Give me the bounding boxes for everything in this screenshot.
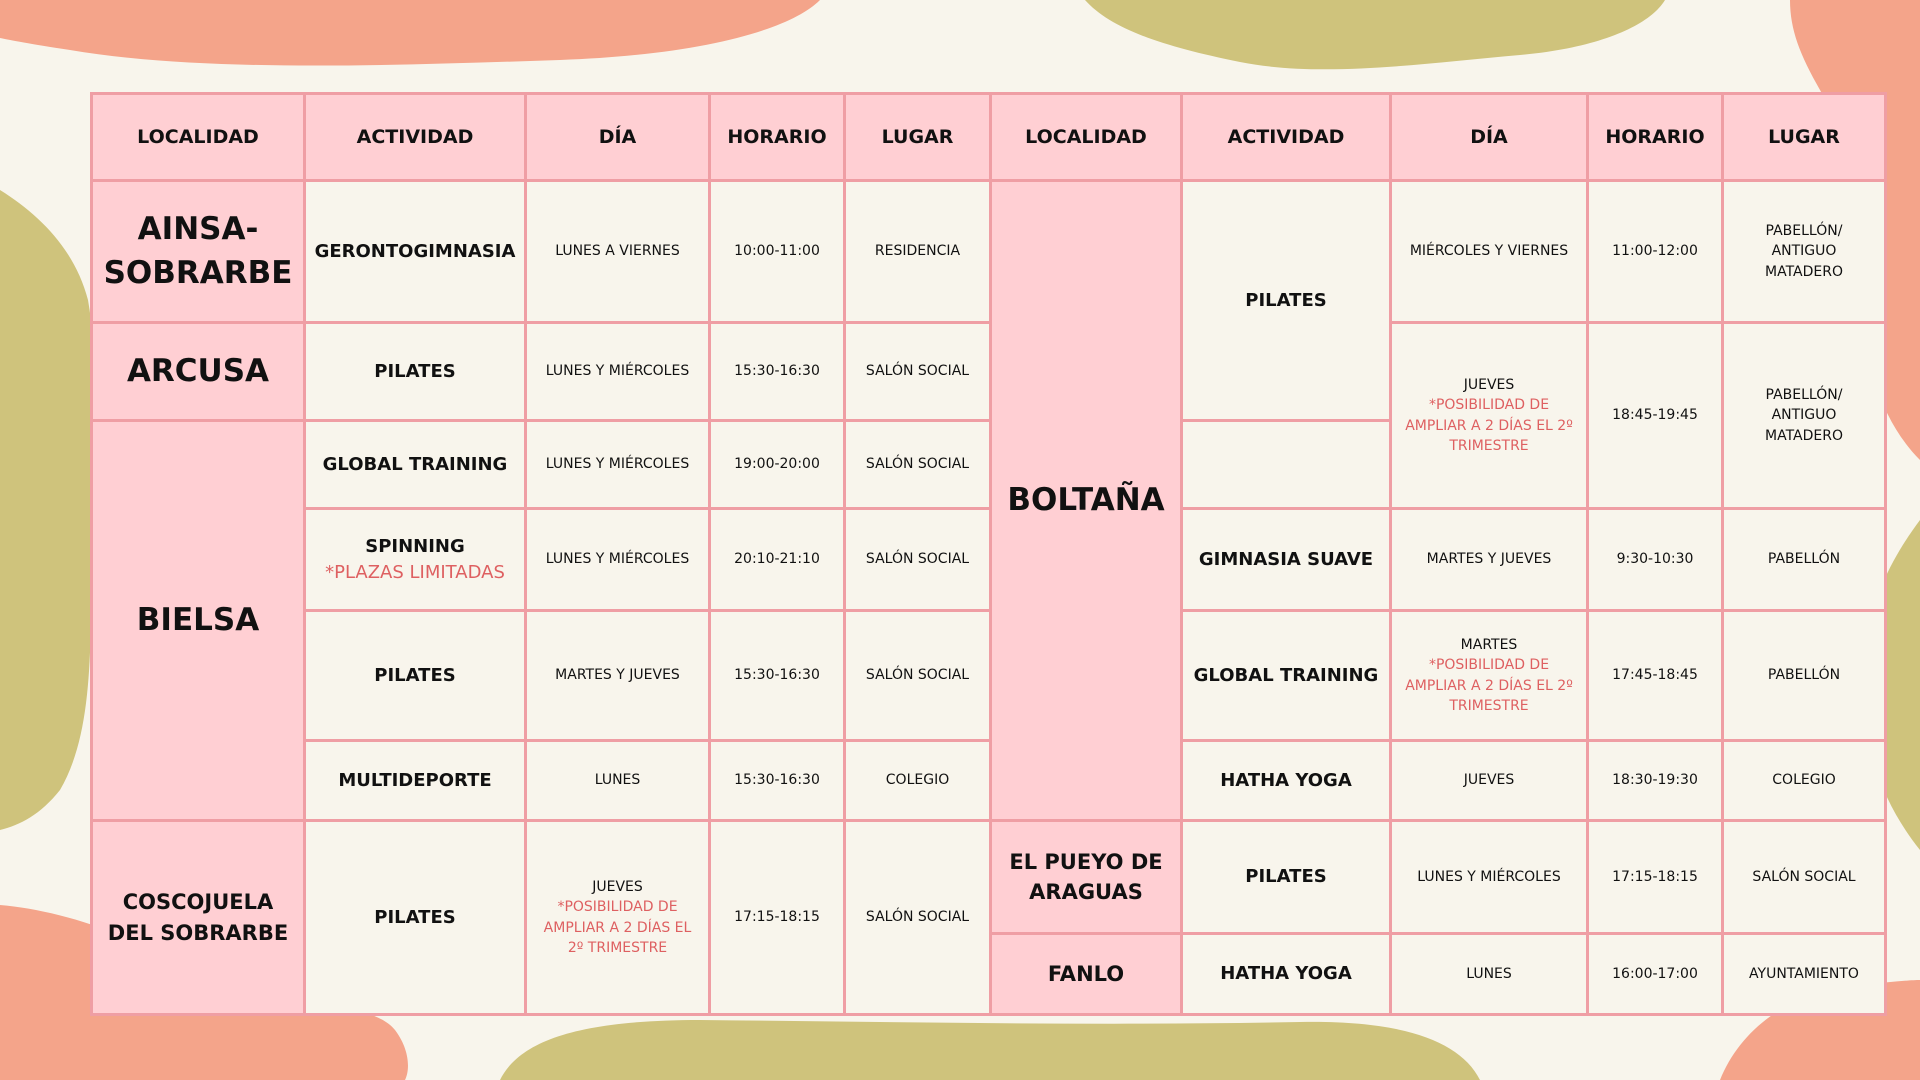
header-horario: HORARIO	[708, 92, 846, 182]
dia-text: JUEVES	[1463, 376, 1515, 393]
lugar-cell: AYUNTAMIENTO	[1721, 932, 1887, 1016]
actividad-cell: GIMNASIA SUAVE	[1180, 507, 1392, 612]
lugar-cell: SALÓN SOCIAL	[843, 609, 992, 742]
header-actividad: ACTIVIDAD	[303, 92, 527, 182]
actividad-cell: SPINNING *PLAZAS LIMITADAS	[303, 507, 527, 612]
dia-cell: LUNES Y MIÉRCOLES	[524, 507, 711, 612]
dia-text: MARTES	[1460, 636, 1518, 653]
lugar-cell: COLEGIO	[1721, 739, 1887, 822]
blob-olive-bottom	[500, 1020, 1480, 1080]
lugar-cell: RESIDENCIA	[843, 179, 992, 324]
actividad-note: *PLAZAS LIMITADAS	[325, 561, 505, 583]
horario-cell: 18:45-19:45	[1586, 321, 1724, 510]
dia-cell: JUEVES	[1389, 739, 1589, 822]
lugar-cell: COLEGIO	[843, 739, 992, 822]
actividad-cell: PILATES	[303, 819, 527, 1016]
blob-olive-left	[0, 190, 96, 830]
lugar-cell: PABELLÓN/ ANTIGUO MATADERO	[1721, 321, 1887, 510]
table-row: PILATES MARTES Y JUEVES 15:30-16:30 SALÓ…	[92, 609, 1887, 742]
actividad-cell: GERONTOGIMNASIA	[303, 179, 527, 324]
dia-cell: LUNES Y MIÉRCOLES	[524, 419, 711, 510]
dia-cell: LUNES A VIERNES	[524, 179, 711, 324]
header-lugar-right: LUGAR	[1721, 92, 1887, 182]
horario-cell: 11:00-12:00	[1586, 179, 1724, 324]
lugar-cell: PABELLÓN	[1721, 609, 1887, 742]
localidad-cell: BIELSA	[90, 419, 306, 822]
localidad-cell: ARCUSA	[90, 321, 306, 422]
actividad-cell: PILATES	[1180, 179, 1392, 422]
actividad-cell: PILATES	[1180, 819, 1392, 935]
dia-cell: LUNES Y MIÉRCOLES	[524, 321, 711, 422]
dia-cell: JUEVES *POSIBILIDAD DE AMPLIAR A 2 DÍAS …	[524, 819, 711, 1016]
localidad-cell: AINSA-SOBRARBE	[90, 179, 306, 324]
header-actividad-right: ACTIVIDAD	[1180, 92, 1392, 182]
horario-cell: 17:15-18:15	[708, 819, 846, 1016]
horario-cell: 15:30-16:30	[708, 739, 846, 822]
horario-cell: 10:00-11:00	[708, 179, 846, 324]
dia-cell: MARTES Y JUEVES	[1389, 507, 1589, 612]
lugar-cell: SALÓN SOCIAL	[1721, 819, 1887, 935]
dia-note: *POSIBILIDAD DE AMPLIAR A 2 DÍAS EL 2º T…	[1405, 397, 1573, 454]
table-row: COSCOJUELA DEL SOBRARBE PILATES JUEVES *…	[90, 819, 1887, 1016]
header-dia: DÍA	[524, 92, 711, 182]
actividad-cell: HATHA YOGA	[1180, 739, 1392, 822]
localidad-cell: BOLTAÑA	[989, 179, 1183, 822]
lugar-cell: PABELLÓN	[1721, 507, 1887, 612]
horario-cell: 15:30-16:30	[708, 609, 846, 742]
actividad-cell: GLOBAL TRAINING	[303, 419, 527, 510]
dia-note: *POSIBILIDAD DE AMPLIAR A 2 DÍAS EL 2º T…	[1405, 657, 1573, 714]
dia-note: *POSIBILIDAD DE AMPLIAR A 2 DÍAS EL 2º T…	[543, 899, 692, 956]
blob-olive-top	[1085, 0, 1665, 70]
actividad-cell: MULTIDEPORTE	[303, 739, 527, 822]
horario-cell: 9:30-10:30	[1586, 507, 1724, 612]
localidad-cell: FANLO	[989, 932, 1183, 1016]
table-row: BIELSA GLOBAL TRAINING LUNES Y MIÉRCOLES…	[90, 419, 1886, 822]
lugar-cell: SALÓN SOCIAL	[843, 321, 992, 422]
actividad-cell: PILATES	[303, 321, 527, 422]
dia-cell: MARTES *POSIBILIDAD DE AMPLIAR A 2 DÍAS …	[1389, 609, 1589, 742]
header-lugar: LUGAR	[843, 92, 992, 182]
table-row: SPINNING *PLAZAS LIMITADAS LUNES Y MIÉRC…	[92, 507, 1887, 612]
dia-text: JUEVES	[592, 878, 643, 895]
actividad-cell: GLOBAL TRAINING	[1180, 609, 1392, 742]
lugar-cell: SALÓN SOCIAL	[843, 419, 992, 510]
horario-cell: 19:00-20:00	[708, 419, 846, 510]
header-localidad-right: LOCALIDAD	[989, 92, 1183, 182]
lugar-cell: SALÓN SOCIAL	[843, 507, 992, 612]
horario-cell: 17:45-18:45	[1586, 609, 1724, 742]
table-row: FANLO HATHA YOGA LUNES 16:00-17:00 AYUNT…	[92, 932, 1887, 1016]
actividad-cell: PILATES	[303, 609, 527, 742]
horario-cell: 20:10-21:10	[708, 507, 846, 612]
actividad-text: SPINNING	[365, 536, 465, 558]
dia-cell: LUNES	[1389, 932, 1589, 1016]
horario-cell: 16:00-17:00	[1586, 932, 1724, 1016]
header-localidad: LOCALIDAD	[90, 92, 306, 182]
header-dia-right: DÍA	[1389, 92, 1589, 182]
dia-cell: LUNES	[524, 739, 711, 822]
header-horario-right: HORARIO	[1586, 92, 1724, 182]
localidad-cell: COSCOJUELA DEL SOBRARBE	[90, 819, 306, 1016]
table-row: MULTIDEPORTE LUNES 15:30-16:30 COLEGIO H…	[92, 739, 1887, 822]
horario-cell: 18:30-19:30	[1586, 739, 1724, 822]
table-row: ARCUSA PILATES LUNES Y MIÉRCOLES 15:30-1…	[90, 321, 1887, 510]
dia-cell: LUNES Y MIÉRCOLES	[1389, 819, 1589, 935]
header-row: LOCALIDAD ACTIVIDAD DÍA HORARIO LUGAR LO…	[90, 92, 1887, 182]
localidad-cell: EL PUEYO DE ARAGUAS	[989, 819, 1183, 935]
horario-cell: 15:30-16:30	[708, 321, 846, 422]
blob-salmon-top-left	[0, 0, 820, 66]
dia-cell: MIÉRCOLES Y VIERNES	[1389, 179, 1589, 324]
dia-cell: MARTES Y JUEVES	[524, 609, 711, 742]
horario-cell: 17:15-18:15	[1586, 819, 1724, 935]
lugar-cell: PABELLÓN/ ANTIGUO MATADERO	[1721, 179, 1887, 324]
table-row: AINSA-SOBRARBE GERONTOGIMNASIA LUNES A V…	[90, 179, 1887, 822]
actividad-cell: HATHA YOGA	[1180, 932, 1392, 1016]
dia-cell: JUEVES *POSIBILIDAD DE AMPLIAR A 2 DÍAS …	[1389, 321, 1589, 510]
lugar-cell: SALÓN SOCIAL	[843, 819, 992, 1016]
schedule-table: LOCALIDAD ACTIVIDAD DÍA HORARIO LUGAR LO…	[90, 92, 1887, 1016]
